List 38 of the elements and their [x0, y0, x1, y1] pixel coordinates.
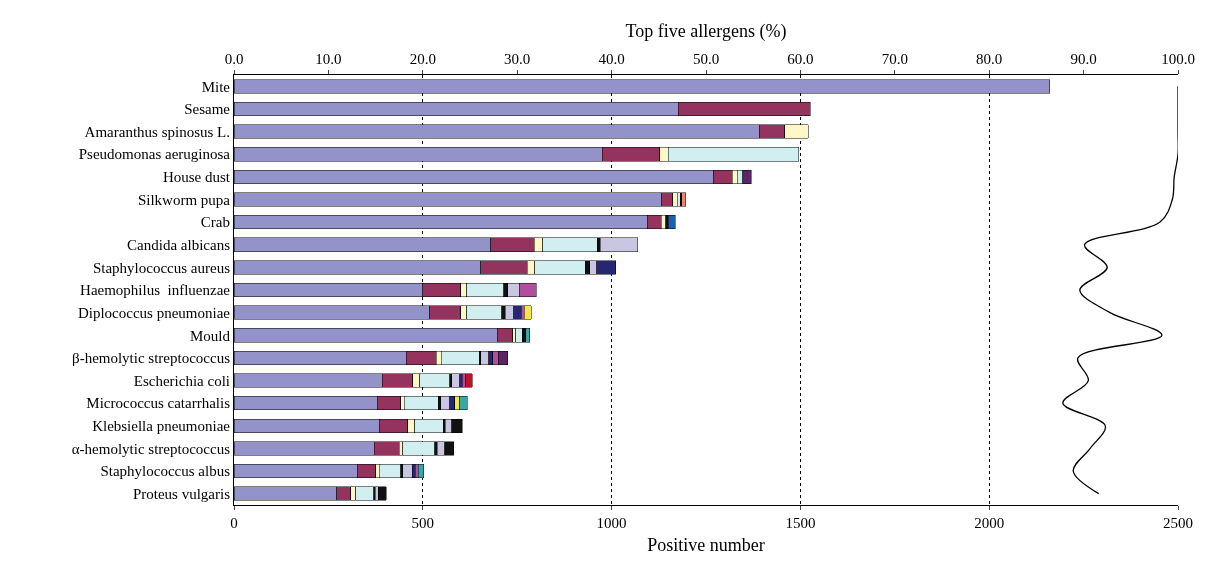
x2-axis-title: Top five allergens (%): [625, 21, 787, 43]
y-tick-label: Silkworm pupa: [137, 191, 231, 208]
y-tick-label: Haemophilus influenzae: [80, 282, 231, 299]
y-tick-label: Mite: [201, 78, 231, 95]
y-tick-label: Mould: [189, 327, 231, 344]
y-tick-label: Klebsiella pneumoniae: [92, 418, 231, 435]
y-tick-label: Escherichia coli: [133, 372, 230, 389]
x-tick-label: 1500: [785, 515, 816, 531]
y-tick-label: Amaranthus spinosus L.: [84, 123, 230, 140]
x-tick-label: 2500: [1163, 515, 1193, 531]
y-tick-label: Crab: [200, 214, 230, 231]
y-tick-label: Diplococcus pneumoniae: [77, 304, 231, 321]
x-tick-label: 1000: [596, 515, 627, 531]
x-tick-label: 2000: [974, 515, 1005, 531]
y-tick-label: Proteus vulgaris: [132, 485, 231, 502]
x2-tick-label: 30.0: [504, 51, 531, 67]
x2-tick-label: 70.0: [881, 51, 908, 67]
x-tick-label: 0: [230, 515, 238, 531]
x-tick-label: 500: [411, 515, 435, 531]
x2-tick-label: 40.0: [598, 51, 625, 67]
y-tick-label: House dust: [162, 169, 231, 186]
x2-tick-label: 50.0: [692, 51, 720, 67]
x-axis-title: Positive number: [647, 535, 765, 556]
y-tick-label: Staphylococcus albus: [100, 463, 231, 480]
y-tick-label: α-hemolytic streptococcus: [71, 440, 231, 457]
y-tick-label: Micrococcus catarrhalis: [86, 395, 231, 412]
x2-tick-label: 100.0: [1161, 51, 1195, 67]
y-tick-label: Candida albicans: [127, 236, 231, 253]
y-tick-label: β-hemolytic streptococcus: [72, 350, 231, 367]
x2-tick-label: 90.0: [1070, 51, 1097, 67]
y-tick-label: Pseudomonas aeruginosa: [78, 146, 231, 163]
x2-tick-label: 80.0: [976, 51, 1003, 67]
x2-tick-label: 0.0: [224, 51, 244, 67]
x2-tick-label: 60.0: [787, 51, 814, 67]
y-tick-label: Staphylococcus aureus: [92, 259, 231, 276]
y-tick-label: Sesame: [184, 101, 231, 118]
x2-tick-label: 10.0: [315, 51, 342, 67]
x2-tick-label: 20.0: [409, 51, 436, 67]
